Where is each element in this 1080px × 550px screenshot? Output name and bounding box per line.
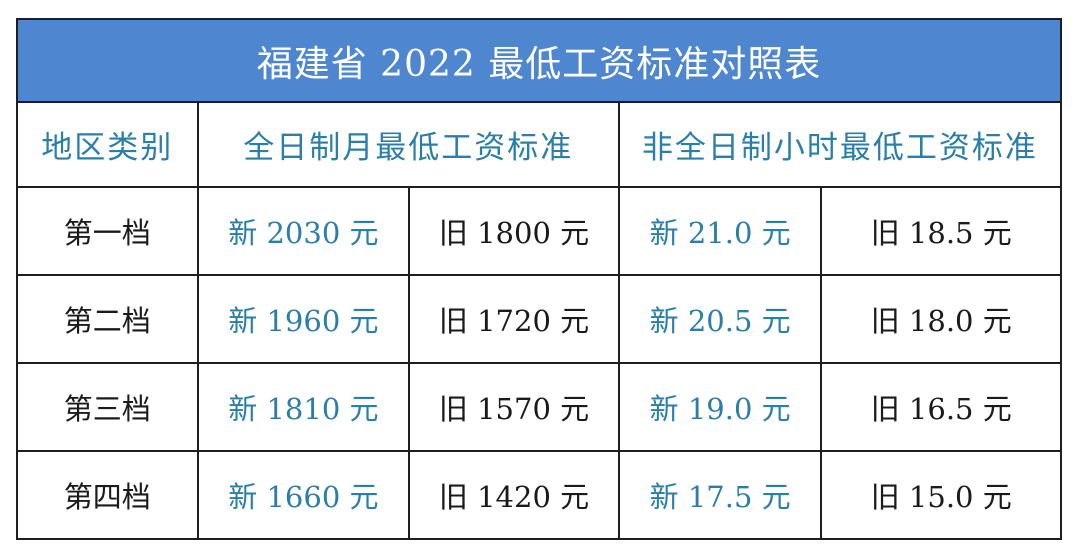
minimum-wage-table: 福建省 2022 最低工资标准对照表 地区类别 全日制月最低工资标准 非全日制小… (16, 18, 1063, 540)
table-row: 第三档 新 1810 元 旧 1570 元 新 19.0 元 旧 16.5 元 (16, 362, 1062, 452)
monthly-old-cell: 旧 1800 元 (408, 186, 620, 276)
monthly-old-cell: 旧 1420 元 (408, 450, 620, 540)
monthly-old-cell: 旧 1570 元 (408, 362, 620, 452)
header-monthly: 全日制月最低工资标准 (196, 101, 620, 188)
monthly-new-cell: 新 1660 元 (196, 450, 411, 540)
tier-cell: 第一档 (16, 186, 199, 276)
hourly-old-cell: 旧 18.5 元 (820, 186, 1062, 276)
tier-cell: 第二档 (16, 274, 199, 364)
header-hourly: 非全日制小时最低工资标准 (617, 101, 1063, 188)
hourly-old-cell: 旧 18.0 元 (820, 274, 1062, 364)
monthly-new-cell: 新 1960 元 (196, 274, 411, 364)
header-region: 地区类别 (16, 101, 199, 188)
table-title: 福建省 2022 最低工资标准对照表 (16, 18, 1062, 103)
hourly-old-cell: 旧 15.0 元 (820, 450, 1062, 540)
monthly-new-cell: 新 1810 元 (196, 362, 411, 452)
tier-cell: 第三档 (16, 362, 199, 452)
table-row: 第一档 新 2030 元 旧 1800 元 新 21.0 元 旧 18.5 元 (16, 186, 1062, 276)
monthly-new-cell: 新 2030 元 (196, 186, 411, 276)
hourly-new-cell: 新 17.5 元 (617, 450, 823, 540)
hourly-new-cell: 新 19.0 元 (617, 362, 823, 452)
hourly-old-cell: 旧 16.5 元 (820, 362, 1062, 452)
tier-cell: 第四档 (16, 450, 199, 540)
hourly-new-cell: 新 21.0 元 (617, 186, 823, 276)
table-row: 第四档 新 1660 元 旧 1420 元 新 17.5 元 旧 15.0 元 (16, 450, 1062, 540)
hourly-new-cell: 新 20.5 元 (617, 274, 823, 364)
monthly-old-cell: 旧 1720 元 (408, 274, 620, 364)
table-row: 第二档 新 1960 元 旧 1720 元 新 20.5 元 旧 18.0 元 (16, 274, 1062, 364)
